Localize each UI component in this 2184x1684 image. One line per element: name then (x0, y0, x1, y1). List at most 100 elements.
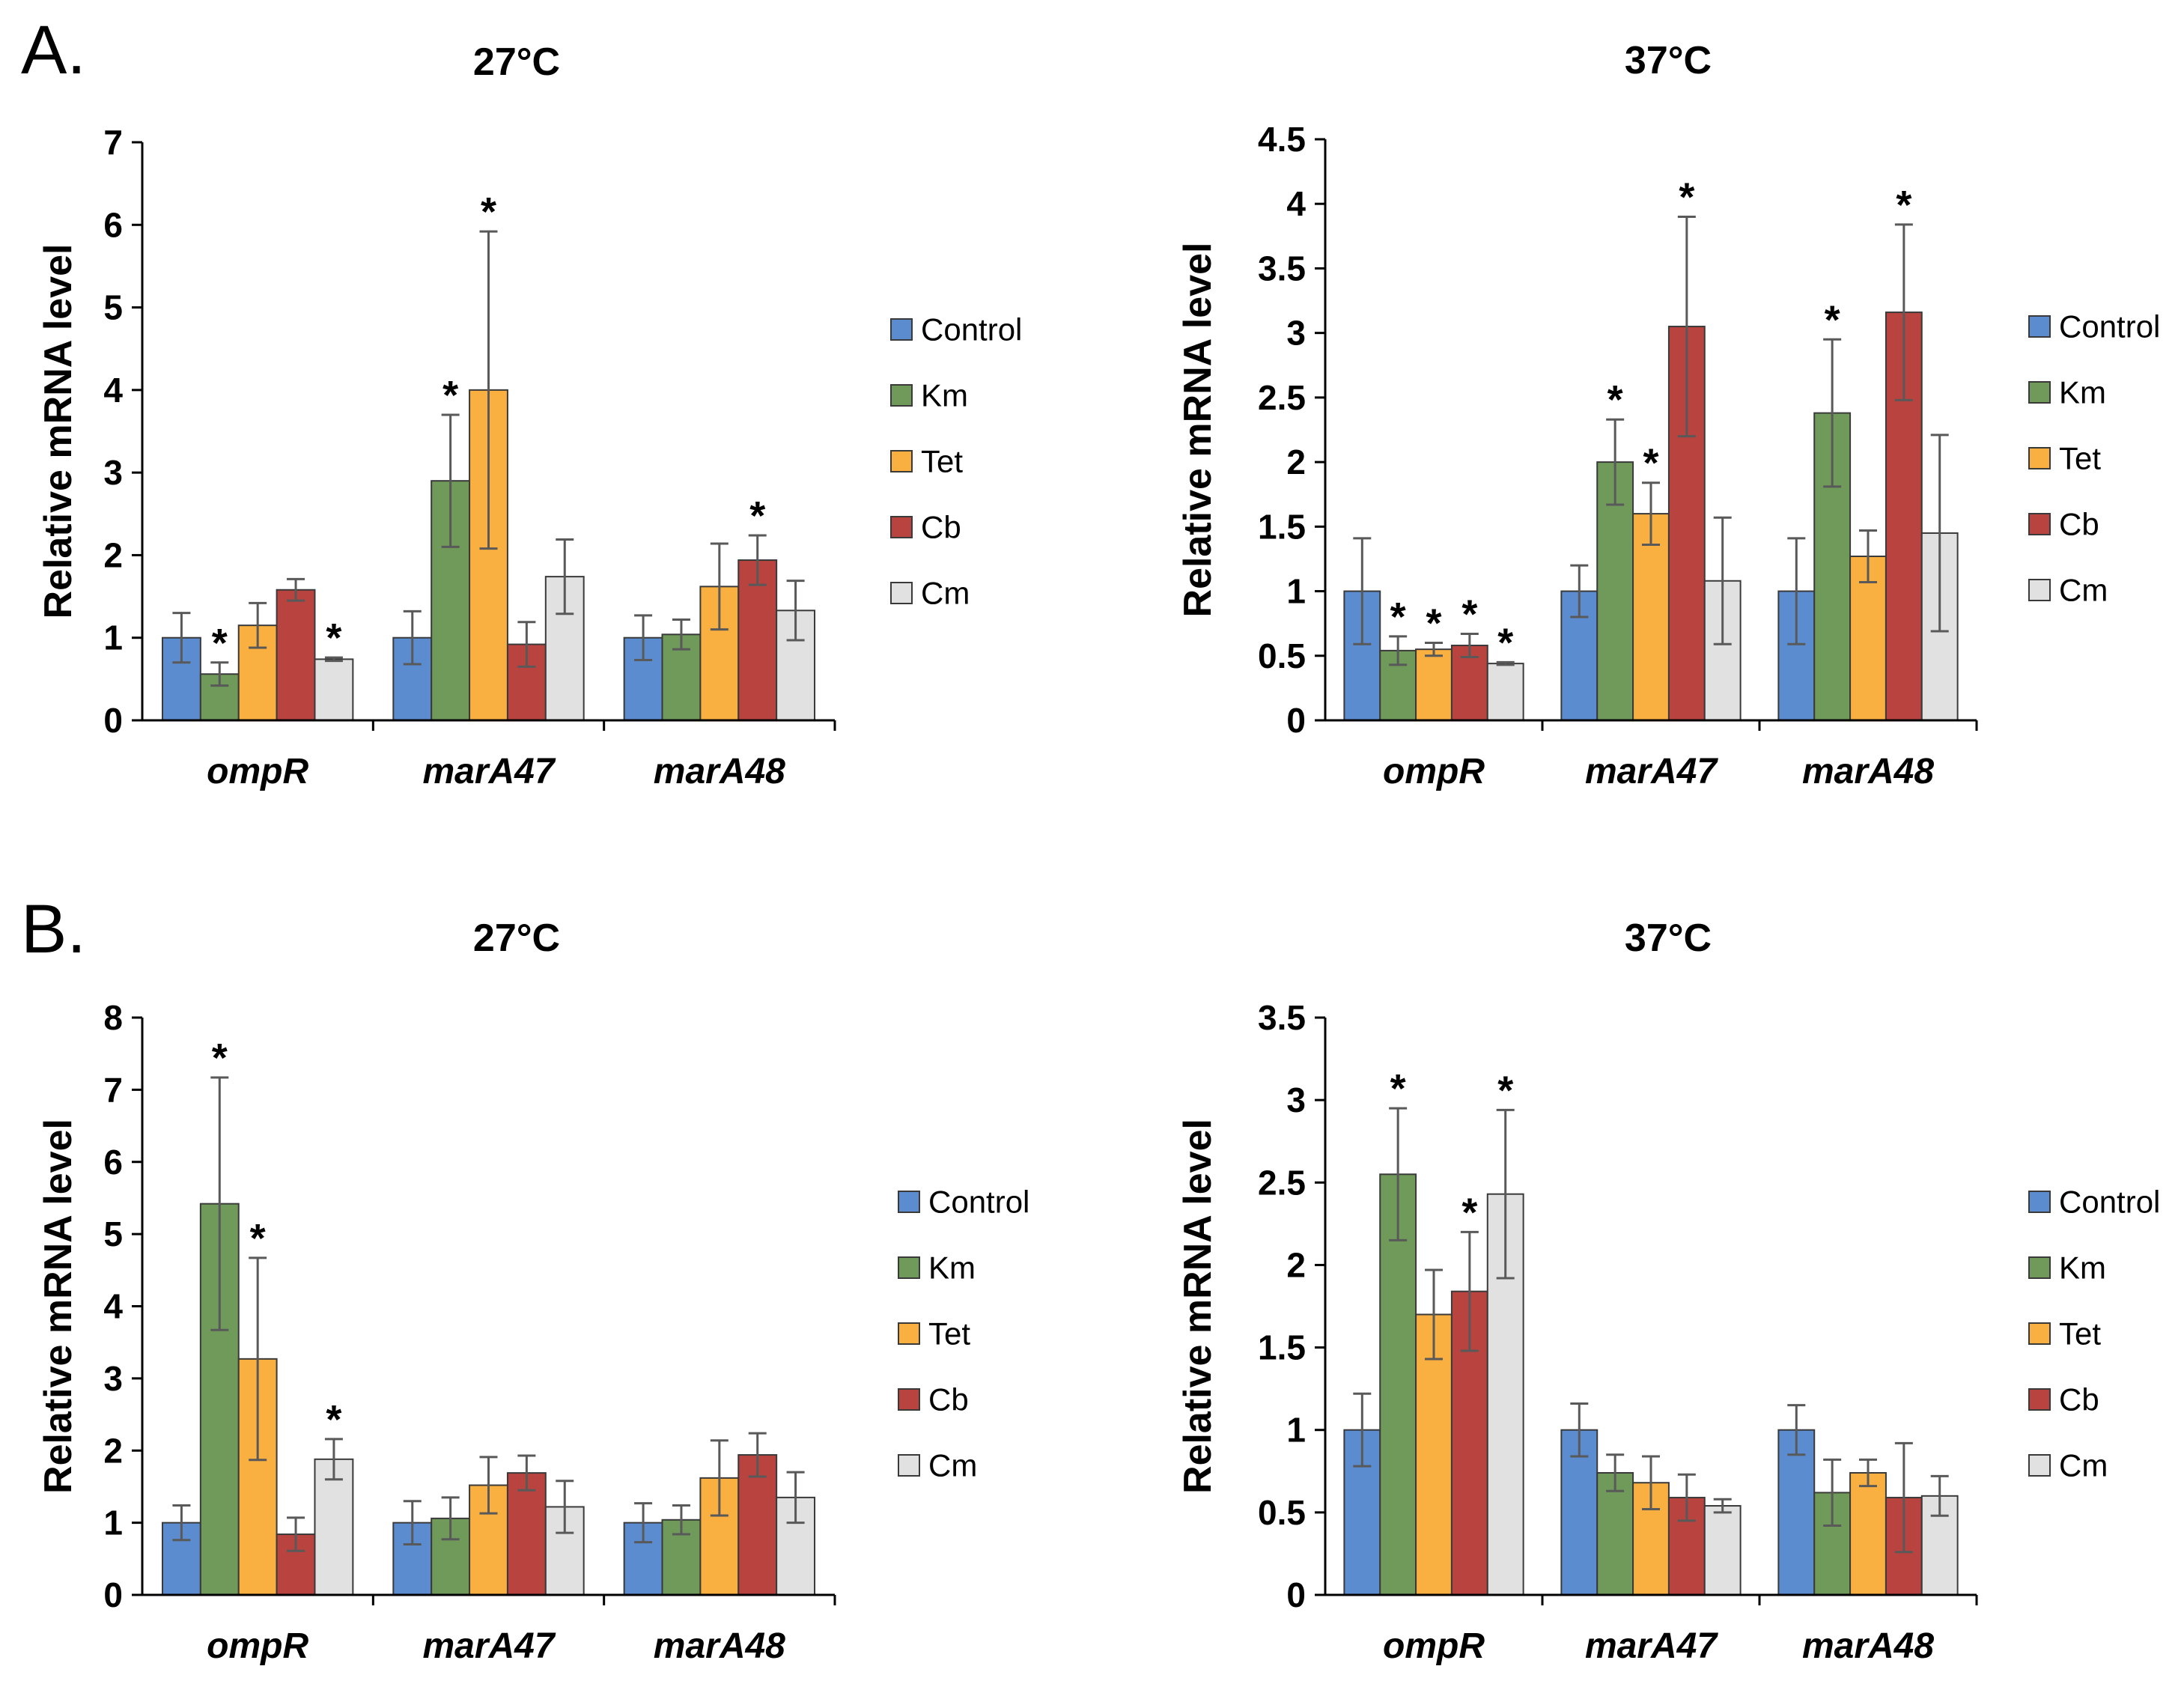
y-tick-label: 5 (103, 1215, 123, 1253)
y-tick-label: 2 (1286, 1245, 1306, 1284)
x-category-label: ompR (207, 1626, 308, 1666)
chart-title: 27°C (473, 40, 560, 84)
legend-label-cb: Cb (928, 1382, 969, 1417)
significance-star: * (1390, 595, 1406, 639)
bar-control-marA48 (623, 636, 663, 722)
legend-swatch-control (2028, 1191, 2051, 1213)
y-tick-label: 3 (1286, 1080, 1306, 1119)
legend-label-km: Km (2059, 375, 2106, 410)
bar-cm-marA47 (1703, 1505, 1742, 1596)
legend-label-control: Control (921, 312, 1022, 347)
y-tick-label: 7 (103, 123, 123, 162)
y-tick-label: 0.5 (1258, 636, 1306, 675)
y-tick-label: 1.5 (1258, 507, 1306, 546)
chart-4: 37°C Relative mRNA level 0 0.5 1 1.5 2 2.5 3 3.5 *… (1176, 917, 2160, 1666)
legend-label-tet: Tet (2059, 441, 2101, 476)
legend-label-tet: Tet (2059, 1316, 2101, 1352)
bar-cm-ompR (314, 658, 354, 721)
y-axis-label: Relative mRNA level (1176, 1119, 1220, 1494)
bar-cb-marA47 (506, 1472, 547, 1596)
legend-swatch-cm (890, 582, 913, 604)
significance-star: * (1896, 183, 1911, 228)
significance-star: * (1390, 1066, 1406, 1111)
y-tick-label: 8 (103, 998, 123, 1037)
y-tick-label: 1 (1286, 572, 1306, 611)
significance-star: * (749, 493, 765, 538)
y-tick-label: 1 (103, 618, 123, 657)
legend-label-tet: Tet (928, 1316, 970, 1352)
y-tick-label: 3 (103, 1359, 123, 1398)
significance-star: * (250, 1216, 266, 1261)
y-tick-label: 4 (1286, 184, 1306, 223)
significance-star: * (1461, 592, 1477, 636)
legend-label-cm: Cm (2059, 1448, 2108, 1483)
bar-tet-ompR (1415, 648, 1453, 722)
legend-label-cm: Cm (2059, 573, 2108, 608)
x-category-label: marA47 (1585, 1626, 1718, 1666)
y-axis-label: Relative mRNA level (37, 1119, 80, 1494)
legend-swatch-control (890, 318, 913, 341)
bar-tet-marA48 (1849, 555, 1887, 721)
y-tick-label: 3 (103, 453, 123, 492)
legend-swatch-cm (898, 1454, 920, 1477)
bar-tet-marA48 (1849, 1471, 1887, 1596)
y-tick-label: 2 (103, 535, 123, 574)
chart-2: 37°C Relative mRNA level 0 0.5 1 1.5 2 2.5 3 3.5 4… (1176, 39, 2160, 791)
x-category-label: ompR (1383, 752, 1485, 791)
significance-star: * (1643, 441, 1658, 486)
y-tick-label: 5 (103, 288, 123, 327)
y-tick-label: 7 (103, 1070, 123, 1109)
bar-cm-ompR (1486, 663, 1524, 722)
y-tick-label: 1 (1286, 1411, 1306, 1450)
legend-swatch-control (898, 1191, 920, 1213)
legend-swatch-cb (890, 516, 913, 538)
legend-swatch-tet (2028, 447, 2051, 469)
y-tick-label: 3.5 (1258, 998, 1306, 1037)
panel-label-b: B. (21, 891, 86, 967)
significance-star: * (212, 621, 228, 666)
y-tick-label: 1 (103, 1504, 123, 1542)
x-category-label: marA47 (1585, 752, 1718, 791)
y-tick-label: 0 (103, 701, 123, 740)
y-tick-label: 0.5 (1258, 1493, 1306, 1532)
significance-star: * (1607, 377, 1623, 422)
significance-star: * (1679, 174, 1694, 219)
chart-title: 37°C (1625, 917, 1712, 960)
y-tick-label: 3.5 (1258, 249, 1306, 288)
y-tick-label: 0 (103, 1575, 123, 1614)
legend-label-control: Control (2059, 1185, 2160, 1220)
x-category-label: marA48 (1802, 1626, 1934, 1666)
x-category-label: marA48 (654, 752, 785, 791)
legend-swatch-km (2028, 1256, 2051, 1279)
legend-swatch-cm (2028, 1454, 2051, 1477)
panel-label-a: A. (21, 12, 86, 88)
legend-swatch-control (2028, 315, 2051, 338)
bar-km-marA47 (1596, 1471, 1634, 1596)
y-tick-label: 4.5 (1258, 120, 1306, 159)
significance-star: * (326, 1397, 341, 1442)
legend-swatch-km (2028, 381, 2051, 404)
legend-label-control: Control (2059, 309, 2160, 344)
significance-star: * (481, 189, 496, 234)
bar-cb-marA48 (737, 1454, 778, 1596)
legend-swatch-tet (898, 1322, 920, 1345)
legend-label-cb: Cb (2059, 1382, 2099, 1417)
significance-star: * (1497, 1068, 1513, 1113)
y-tick-label: 2.5 (1258, 378, 1306, 417)
legend-label-cb: Cb (2059, 507, 2099, 542)
legend-label-cb: Cb (921, 510, 961, 545)
chart-title: 37°C (1625, 39, 1712, 82)
legend-label-km: Km (2059, 1250, 2106, 1286)
legend-swatch-cm (2028, 579, 2051, 601)
significance-star: * (1426, 601, 1441, 646)
x-category-label: marA48 (654, 1626, 785, 1666)
legend-label-km: Km (928, 1250, 976, 1286)
legend-label-control: Control (928, 1185, 1029, 1220)
significance-star: * (212, 1036, 228, 1080)
legend-swatch-km (898, 1256, 920, 1279)
significance-star: * (1825, 297, 1840, 342)
x-category-label: marA47 (422, 1626, 556, 1666)
y-tick-label: 1.5 (1258, 1328, 1306, 1367)
y-tick-label: 0 (1286, 1575, 1306, 1614)
